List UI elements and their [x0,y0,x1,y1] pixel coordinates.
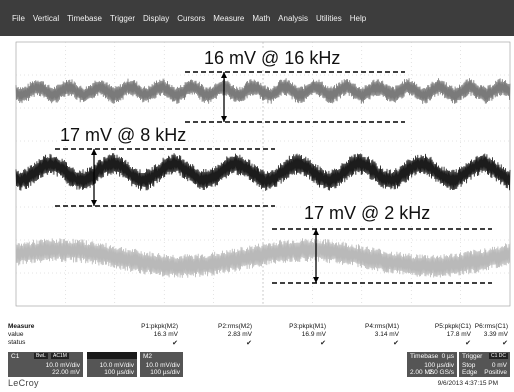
timebase-tdiv: 100 µs/div [424,362,454,369]
channel-box-f1[interactable]: 10.0 mV/div 100 µs/div [87,352,137,377]
menu-vertical[interactable]: Vertical [32,13,60,23]
menu-analysis[interactable]: Analysis [278,13,308,23]
channel-name: M2 [143,353,153,360]
param-name[interactable]: P5:pkpk(C1) [434,323,471,330]
trace-c1 [15,238,511,278]
menu-measure[interactable]: Measure [213,13,245,23]
menu-math[interactable]: Math [252,13,271,23]
status-check-icon: ✔ [320,340,326,347]
row-label-value: value [8,331,24,338]
channel-name: C1 [11,353,20,360]
channel-tag: BwL [34,353,48,359]
status-check-icon: ✔ [502,340,508,347]
status-check-icon: ✔ [465,340,471,347]
menu-cursors[interactable]: Cursors [177,13,206,23]
menu-file[interactable]: File [12,13,25,23]
arrowhead [313,277,319,283]
brand-logo: LeCroy [8,378,39,388]
trigger-box[interactable]: Trigger C1 DC Stop 0 mV Edge Positive [459,352,510,377]
channel-tag: AC1M [51,353,69,359]
trigger-type: Edge [462,369,478,376]
status-check-icon: ✔ [393,340,399,347]
trigger-tag: C1 DC [488,353,508,359]
trigger-level: 0 mV [491,362,507,369]
waveform-display[interactable]: M2 M1 C1 16 mV @ 16 kHz 17 mV @ 8 kHz 17… [0,36,514,319]
timebase-offset: 0 µs [441,353,454,360]
param-value: 16.9 mV [301,331,326,338]
annotation-2khz: 17 mV @ 2 kHz [302,203,433,224]
trace-label-m1: M1 [4,169,13,175]
timebase-label: Timebase [410,353,439,360]
trace-m2 [15,78,511,104]
channel-header-bar [87,352,137,359]
trigger-slope: Positive [484,369,507,376]
waveforms [15,78,511,278]
menu-utilities[interactable]: Utilities [315,13,342,23]
channel-vdiv: 10.0 mV/div [145,362,180,369]
row-label-status: status [8,339,26,346]
measure-header-row: Measure P1:pkpk(M2) P2:rms(M2) P3:pkpk(M… [8,323,510,331]
param-value: 3.39 mV [483,331,508,338]
channel-offset: 22.00 mV [52,369,80,376]
channel-tdiv: 100 µs/div [150,369,180,376]
menu-bar: File Vertical Timebase Trigger Display C… [0,0,514,36]
status-check-icon: ✔ [172,340,178,347]
trace-label-c1: C1 [4,244,12,250]
param-value: 3.14 mV [374,331,399,338]
measurement-markers [55,71,492,284]
measure-table: Measure P1:pkpk(M2) P2:rms(M2) P3:pkpk(M… [8,323,510,347]
timebase-samples: 2.00 MS [410,369,435,376]
waveform-canvas [15,41,511,307]
channel-box-c1[interactable]: C1 BwL AC1M 10.0 mV/div 22.00 mV [8,352,83,377]
channel-box-m2[interactable]: M2 10.0 mV/div 100 µs/div [140,352,183,377]
trace-m1 [15,153,511,191]
arrowhead [91,149,97,155]
param-name[interactable]: P4:rms(M1) [365,323,399,330]
measure-value-row: value 16.3 mV 2.83 mV 16.9 mV 3.14 mV 17… [8,331,510,339]
annotation-8khz: 17 mV @ 8 kHz [58,125,189,146]
menu-help[interactable]: Help [349,13,367,23]
timestamp: 9/6/2013 4:37:15 PM [437,380,498,387]
arrowhead [91,200,97,206]
menu-timebase[interactable]: Timebase [67,13,102,23]
param-value: 2.83 mV [227,331,252,338]
param-name[interactable]: P2:rms(M2) [218,323,252,330]
channel-vdiv: 10.0 mV/div [45,362,80,369]
channel-vdiv: 10.0 mV/div [99,362,134,369]
timebase-rate: 2.0 GS/s [428,369,454,376]
trigger-label: Trigger [462,353,483,360]
channel-tdiv: 100 µs/div [104,369,134,376]
measure-panel: Measure P1:pkpk(M2) P2:rms(M2) P3:pkpk(M… [0,319,514,392]
param-value: 17.8 mV [446,331,471,338]
status-check-icon: ✔ [246,340,252,347]
menu-trigger[interactable]: Trigger [109,13,135,23]
param-value: 16.3 mV [153,331,178,338]
arrowhead [313,229,319,235]
trigger-mode: Stop [462,362,476,369]
measure-title: Measure [8,323,35,330]
measure-status-row: status ✔ ✔ ✔ ✔ ✔ ✔ [8,339,510,347]
param-name[interactable]: P1:pkpk(M2) [141,323,178,330]
arrowhead [221,116,227,122]
trace-label-m2: M2 [4,84,13,90]
param-name[interactable]: P3:pkpk(M1) [289,323,326,330]
param-name[interactable]: P6:rms(C1) [474,323,508,330]
menu-display[interactable]: Display [143,13,170,23]
arrowhead [221,72,227,78]
timebase-box[interactable]: Timebase 0 µs 100 µs/div 2.0 GS/s 2.00 M… [407,352,457,377]
annotation-16khz: 16 mV @ 16 kHz [202,48,343,69]
